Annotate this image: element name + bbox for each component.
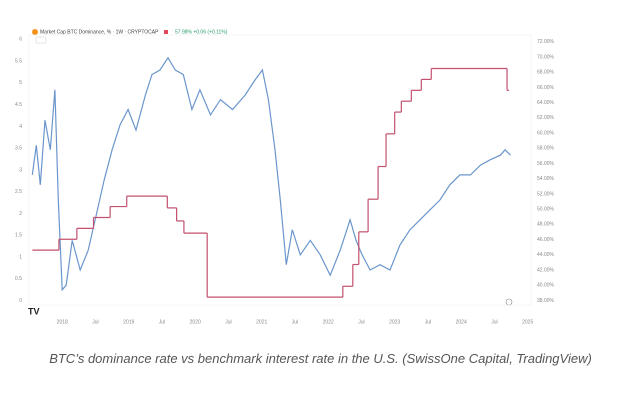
x-tick-label: Jul — [425, 319, 431, 325]
x-tick-label: Jul — [225, 319, 231, 325]
dominance-line — [31, 56, 511, 292]
y-tick-label: 3 — [19, 167, 22, 173]
x-tick-label: 2023 — [389, 319, 400, 325]
y2-tick-label: 66.00% — [537, 85, 555, 91]
y-tick-label: 3.5 — [15, 146, 22, 152]
y-tick-label: 1.5 — [15, 233, 22, 239]
x-tick-label: 2024 — [456, 319, 467, 325]
x-tick-label: Jul — [491, 319, 497, 325]
y2-tick-label: 46.00% — [537, 237, 555, 243]
y-tick-label: 6 — [19, 37, 22, 43]
x-tick-label: 2025 — [522, 319, 533, 325]
y2-tick-label: 40.00% — [537, 283, 555, 289]
y2-tick-label: 64.00% — [537, 100, 555, 106]
x-tick-label: 2020 — [190, 319, 201, 325]
x-tick-label: 2018 — [57, 319, 68, 325]
symbol-icon — [32, 29, 38, 35]
y2-tick-label: 72.00% — [537, 39, 555, 45]
y-tick-label: 1 — [19, 254, 22, 260]
chart-subtitle: 57.98% +0.06 (+0.11%) — [175, 29, 228, 35]
y2-tick-label: 52.00% — [537, 191, 555, 197]
y-tick-label: 0.5 — [15, 276, 22, 282]
y2-tick-label: 54.00% — [537, 176, 555, 182]
y2-tick-label: 62.00% — [537, 115, 555, 121]
y-tick-label: 5.5 — [15, 58, 22, 64]
y2-tick-label: 48.00% — [537, 222, 555, 228]
y-tick-label: 4 — [19, 124, 22, 130]
tv-logo: TV — [28, 306, 40, 316]
chart-title: Market Cap BTC Dominance, % · 1W · CRYPT… — [40, 29, 159, 35]
y-tick-label: 2.5 — [15, 189, 22, 195]
y2-tick-label: 60.00% — [537, 130, 555, 136]
x-tick-label: Jul — [159, 319, 165, 325]
y-tick-label: 0 — [19, 298, 22, 304]
x-tick-label: 2021 — [256, 319, 267, 325]
caption: BTC’s dominance rate vs benchmark intere… — [49, 351, 592, 366]
collapse-button[interactable] — [35, 36, 47, 44]
live-dot — [164, 30, 168, 34]
x-tick-label: Jul — [358, 319, 364, 325]
y2-tick-label: 42.00% — [537, 267, 555, 273]
y2-tick-label: 44.00% — [537, 252, 555, 258]
y2-tick-label: 58.00% — [537, 146, 555, 152]
x-tick-label: Jul — [292, 319, 298, 325]
x-tick-label: Jul — [92, 319, 98, 325]
y2-tick-label: 70.00% — [537, 54, 555, 60]
y2-tick-label: 68.00% — [537, 70, 555, 76]
y2-tick-label: 38.00% — [537, 298, 555, 304]
x-tick-label: 2022 — [323, 319, 334, 325]
y2-tick-label: 56.00% — [537, 161, 555, 167]
y-tick-label: 2 — [19, 211, 22, 217]
x-tick-label: 2019 — [123, 319, 134, 325]
y2-tick-label: 50.00% — [537, 206, 555, 212]
y-tick-label: 4.5 — [15, 102, 22, 108]
plot-frame — [28, 34, 532, 306]
clock-icon — [505, 298, 513, 306]
y-tick-label: 5 — [19, 80, 22, 86]
